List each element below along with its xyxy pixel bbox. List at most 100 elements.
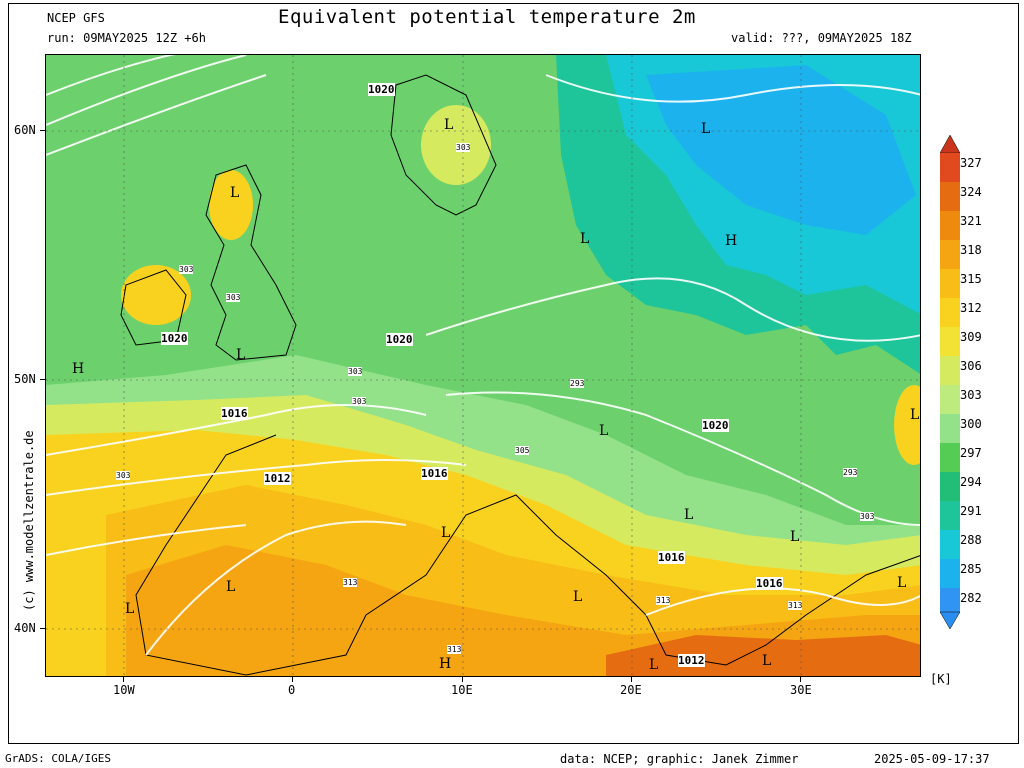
colorbar-label: 282 <box>960 591 982 605</box>
colorbar-segment <box>940 153 960 182</box>
low-pressure-center: L <box>599 423 609 439</box>
colorbar-segment <box>940 501 960 530</box>
isotherm-label: 313 <box>343 578 358 587</box>
low-pressure-center: L <box>897 575 907 591</box>
footer-timestamp: 2025-05-09-17:37 <box>874 752 990 766</box>
low-pressure-center: L <box>125 601 135 617</box>
pressure-label: 1016 <box>658 551 685 564</box>
isotherm-label: 303 <box>352 397 367 406</box>
colorbar-label: 318 <box>960 243 982 257</box>
figure-frame <box>8 3 1019 744</box>
coastline-uk <box>205 164 297 361</box>
lat-label: 60N <box>14 123 36 137</box>
colorbar-label: 303 <box>960 388 982 402</box>
map-title: Equivalent potential temperature 2m <box>278 6 696 28</box>
colorbar-unit: [K] <box>930 672 952 686</box>
coastline-europe <box>135 74 920 676</box>
isotherm-label: 303 <box>456 143 471 152</box>
low-pressure-center: L <box>790 529 800 545</box>
pressure-label: 1020 <box>702 419 729 432</box>
run-info: run: 09MAY2025 12Z +6h <box>47 31 206 45</box>
weather-map: 1020 1020 1020 1020 1016 1016 1012 1016 … <box>45 54 921 677</box>
model-name: NCEP GFS <box>47 11 105 25</box>
colorbar-segment <box>940 356 960 385</box>
lon-label: 30E <box>790 683 812 697</box>
colorbar-top-arrow <box>940 135 960 154</box>
colorbar-label: 309 <box>960 330 982 344</box>
colorbar-segment <box>940 472 960 501</box>
lon-tick <box>123 677 124 682</box>
high-pressure-center: H <box>439 656 452 672</box>
high-pressure-center: H <box>725 233 738 249</box>
colorbar-segment <box>940 240 960 269</box>
colorbar-label: 324 <box>960 185 982 199</box>
lon-label: 20E <box>620 683 642 697</box>
pressure-label: 1012 <box>264 472 291 485</box>
lon-label: 10E <box>451 683 473 697</box>
colorbar-label: 294 <box>960 475 982 489</box>
low-pressure-center: L <box>762 653 772 669</box>
colorbar-segment <box>940 269 960 298</box>
lon-tick <box>462 677 463 682</box>
lon-label: 0 <box>288 683 296 697</box>
colorbar-segment <box>940 443 960 472</box>
colorbar <box>940 135 960 630</box>
footer-credits: data: NCEP; graphic: Janek Zimmer <box>560 752 799 766</box>
low-pressure-center: L <box>444 117 454 133</box>
valid-time: valid: ???, 09MAY2025 18Z <box>731 31 912 45</box>
colorbar-label: 288 <box>960 533 982 547</box>
colorbar-label: 321 <box>960 214 982 228</box>
lat-tick <box>40 379 46 380</box>
isotherm-label: 303 <box>179 265 194 274</box>
warm-blob-uk <box>209 170 253 240</box>
pressure-label: 1020 <box>368 83 395 96</box>
lat-tick <box>40 130 46 131</box>
pressure-label: 1016 <box>221 407 248 420</box>
isotherm-label: 305 <box>515 446 530 455</box>
low-pressure-center: L <box>684 507 694 523</box>
pressure-label: 1016 <box>756 577 783 590</box>
colorbar-label: 327 <box>960 156 982 170</box>
colorbar-segment <box>940 530 960 559</box>
pressure-label: 1016 <box>421 467 448 480</box>
low-pressure-center: L <box>573 589 583 605</box>
colorbar-label: 315 <box>960 272 982 286</box>
isotherm-label: 303 <box>226 293 241 302</box>
low-pressure-center: L <box>236 347 246 363</box>
lon-tick <box>631 677 632 682</box>
lon-tick <box>800 677 801 682</box>
graticule <box>46 55 920 676</box>
colorbar-label: 312 <box>960 301 982 315</box>
pressure-label: 1020 <box>386 333 413 346</box>
colorbar-segment <box>940 414 960 443</box>
credit-text: (c) www.modellzentrale.de <box>22 430 36 611</box>
isotherm-label: 303 <box>348 367 363 376</box>
isotherm-label: 313 <box>788 601 803 610</box>
colorbar-label: 291 <box>960 504 982 518</box>
isotherm-label: 293 <box>843 468 858 477</box>
low-pressure-center: L <box>910 407 920 423</box>
isotherm-label: 303 <box>116 471 131 480</box>
pressure-label: 1020 <box>161 332 188 345</box>
low-pressure-center: L <box>580 231 590 247</box>
colorbar-segment <box>940 211 960 240</box>
lon-label: 10W <box>113 683 135 697</box>
colorbar-segment <box>940 298 960 327</box>
colorbar-label: 285 <box>960 562 982 576</box>
isotherm-label: 303 <box>860 512 875 521</box>
pressure-label: 1012 <box>678 654 705 667</box>
colorbar-bottom-arrow <box>940 611 960 630</box>
low-pressure-center: L <box>230 185 240 201</box>
colorbar-label: 306 <box>960 359 982 373</box>
colorbar-segment <box>940 182 960 211</box>
cold-core-region <box>646 65 916 235</box>
low-pressure-center: L <box>701 121 711 137</box>
low-pressure-center: L <box>441 525 451 541</box>
colorbar-segment <box>940 559 960 588</box>
warm-blob-east <box>894 385 920 465</box>
footer-software: GrADS: COLA/IGES <box>5 752 111 765</box>
isotherm-label: 313 <box>656 596 671 605</box>
colorbar-segment <box>940 588 960 612</box>
low-pressure-center: L <box>649 657 659 673</box>
low-pressure-center: L <box>226 579 236 595</box>
